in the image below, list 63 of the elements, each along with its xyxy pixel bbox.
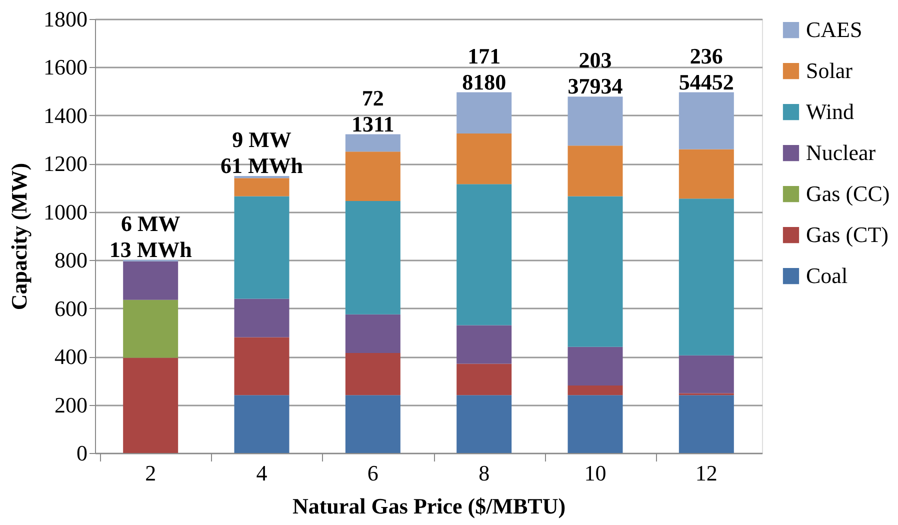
bar bbox=[345, 201, 400, 314]
bar bbox=[678, 198, 734, 356]
bar bbox=[234, 337, 290, 396]
bar bbox=[568, 395, 623, 453]
bar bbox=[123, 261, 178, 300]
bar bbox=[678, 395, 734, 453]
y-tick-label: 600 bbox=[54, 296, 88, 321]
y-tick-label: 800 bbox=[54, 248, 88, 273]
y-tick-label: 1600 bbox=[44, 54, 88, 80]
bar bbox=[234, 176, 290, 178]
y-tick-label: 1000 bbox=[44, 199, 88, 224]
x-tick-label: 12 bbox=[695, 460, 718, 486]
y-axis-title: Capacity (MW) bbox=[6, 162, 32, 310]
bar bbox=[456, 134, 512, 184]
bar bbox=[234, 298, 290, 338]
bar bbox=[456, 395, 512, 453]
legend-label: Solar bbox=[806, 58, 854, 83]
annotation: 171 8180 bbox=[462, 43, 506, 94]
bar bbox=[345, 352, 400, 396]
bar bbox=[568, 385, 623, 396]
y-tick-label: 1200 bbox=[44, 151, 88, 176]
bar bbox=[456, 184, 512, 326]
bar bbox=[568, 96, 623, 146]
annotation: 72 1311 bbox=[352, 85, 394, 136]
x-axis-title: Natural Gas Price ($/MBTU) bbox=[292, 494, 566, 518]
legend-label: CAES bbox=[806, 17, 862, 42]
x-tick-label: 4 bbox=[256, 460, 268, 486]
annotation: 203 37934 bbox=[568, 48, 623, 99]
x-tick-label: 6 bbox=[367, 460, 378, 486]
annotation: 9 MW 61 MWh bbox=[220, 126, 303, 178]
x-tick-label: 10 bbox=[584, 460, 606, 486]
y-tick-label: 1400 bbox=[44, 102, 88, 128]
annotation: 6 MW 13 MWh bbox=[109, 210, 192, 262]
bar bbox=[568, 196, 623, 347]
y-tick-label: 200 bbox=[54, 392, 88, 418]
legend-label: Gas (CC) bbox=[806, 181, 890, 206]
bar bbox=[234, 178, 290, 196]
bar bbox=[568, 146, 623, 196]
bar bbox=[123, 358, 178, 453]
bar bbox=[678, 92, 734, 150]
bar bbox=[456, 92, 512, 134]
y-tick-label: 1800 bbox=[44, 6, 88, 32]
bar bbox=[234, 395, 290, 453]
bar bbox=[568, 346, 623, 386]
annotation: 236 54452 bbox=[678, 43, 734, 94]
bar bbox=[456, 325, 512, 364]
bar bbox=[678, 149, 734, 199]
legend-label: Nuclear bbox=[806, 140, 876, 165]
bar bbox=[123, 300, 178, 358]
bar bbox=[456, 364, 512, 396]
bar bbox=[345, 134, 400, 152]
bar bbox=[345, 152, 400, 202]
bar bbox=[345, 395, 400, 453]
legend-label: Coal bbox=[806, 263, 848, 288]
x-tick-label: 2 bbox=[145, 460, 156, 486]
y-tick-label: 0 bbox=[76, 440, 88, 466]
legend-label: Wind bbox=[806, 99, 854, 124]
legend-label: Gas (CT) bbox=[806, 222, 888, 247]
bar bbox=[234, 196, 290, 299]
bar bbox=[345, 314, 400, 353]
x-tick-label: 8 bbox=[478, 460, 490, 486]
y-tick-label: 400 bbox=[54, 344, 88, 370]
bar bbox=[678, 355, 734, 394]
